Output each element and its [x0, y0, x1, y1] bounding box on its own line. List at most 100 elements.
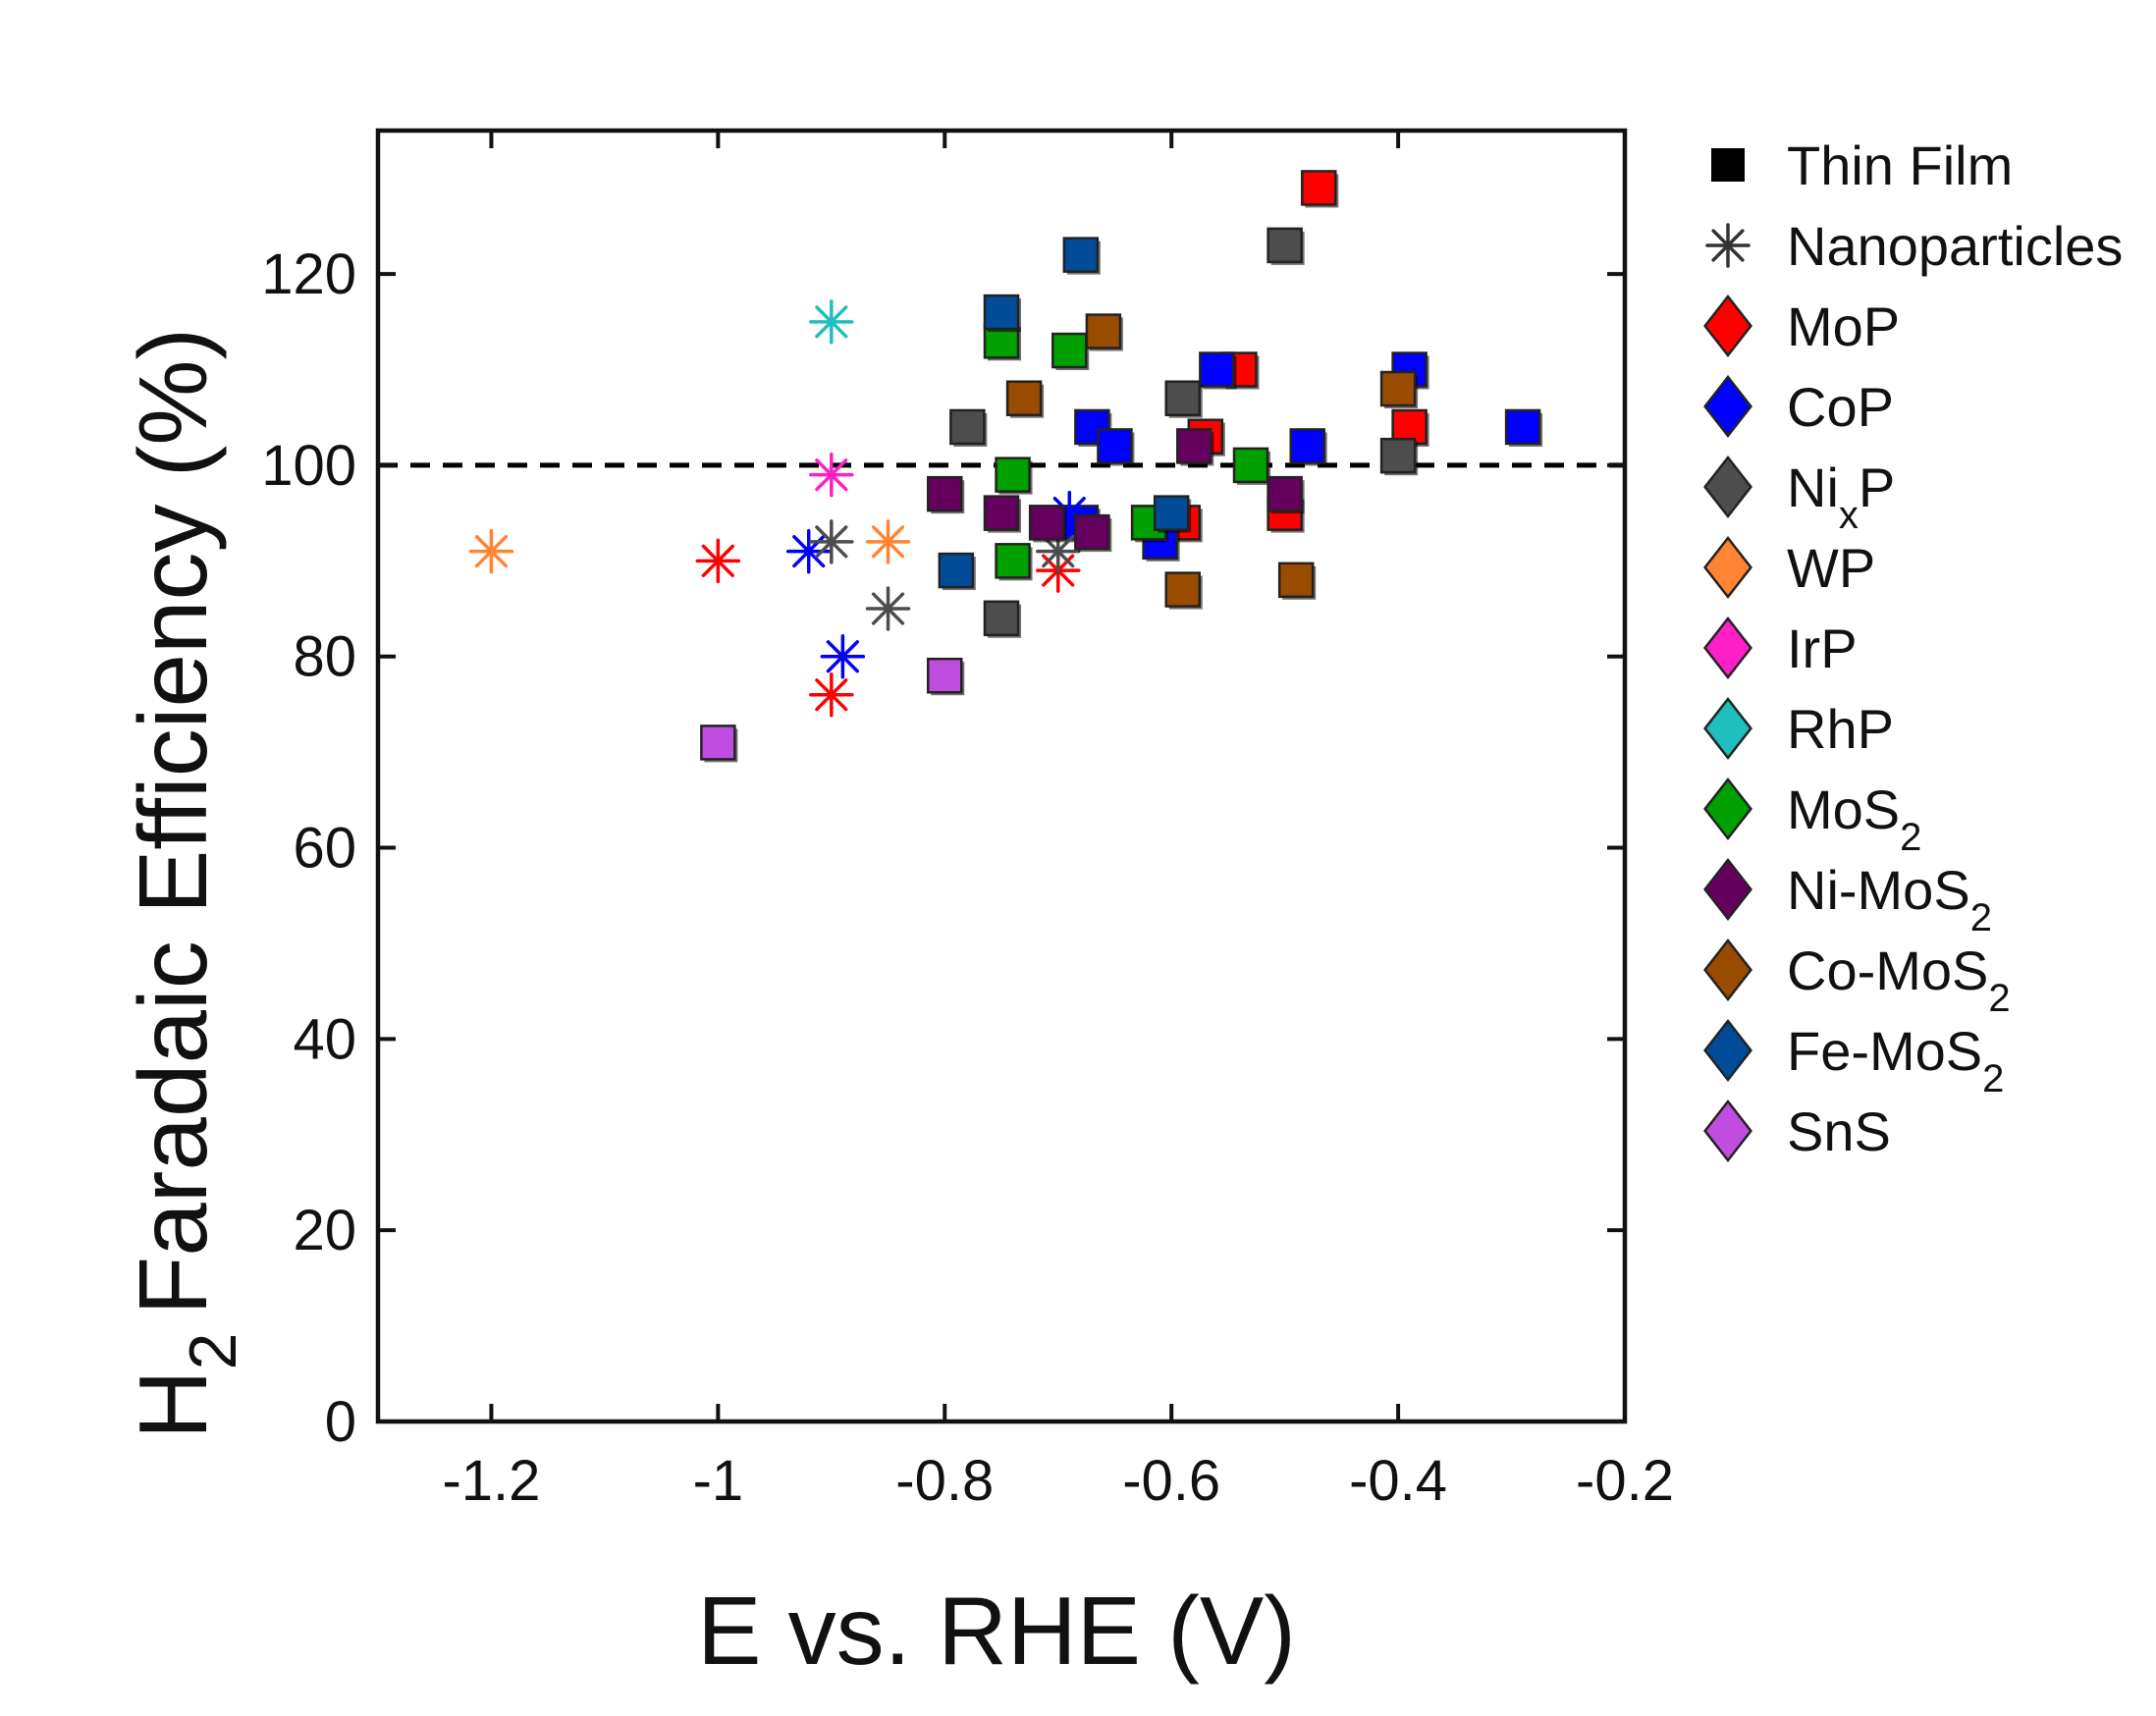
point-ni-mos2-thin-film	[1176, 428, 1214, 466]
legend-label-sub: 2	[1988, 977, 2010, 1020]
point-fe-mos2-thin-film	[938, 552, 976, 591]
x-tick-label: -0.2	[1576, 1449, 1674, 1513]
legend: Thin FilmNanoparticlesMoPCoPNixPWPIrPRhP…	[1703, 134, 2123, 1163]
point-ni-mos2-thin-film	[927, 475, 965, 514]
legend-label: MoS2	[1787, 778, 1921, 859]
y-tick-label: 0	[325, 1390, 356, 1454]
y-tick-label: 40	[293, 1007, 356, 1071]
legend-label-main: Ni-MoS	[1787, 859, 1970, 921]
legend-asterisk-icon	[1705, 223, 1751, 268]
point-co-mos2-thin-film	[1085, 313, 1123, 351]
point-ni-mos2-thin-film	[1267, 475, 1305, 514]
legend-label: Ni-MoS2	[1787, 859, 1992, 939]
point-nixp-thin-film	[1379, 437, 1419, 476]
legend-label: WP	[1787, 537, 1875, 599]
legend-diamond-icon	[1703, 777, 1752, 841]
point-cop-thin-film	[1199, 351, 1237, 390]
y-tick-label: 100	[261, 434, 356, 498]
point-ni-mos2-thin-film	[983, 495, 1021, 533]
legend-label: MoP	[1787, 295, 1900, 357]
legend-label-rest: P	[1859, 456, 1895, 518]
legend-label-main: Ni	[1787, 456, 1839, 518]
point-nixp-nanoparticle	[1035, 528, 1081, 574]
legend-diamond-icon	[1703, 696, 1752, 761]
point-nixp-thin-film	[1267, 227, 1305, 265]
point-mop-nanoparticle	[695, 538, 741, 584]
point-rhp-nanoparticle	[809, 299, 854, 345]
legend-label-main: CoP	[1787, 376, 1894, 438]
point-wp-nanoparticle	[468, 528, 514, 574]
point-mop-nanoparticle	[809, 671, 854, 718]
y-tick-label: 20	[293, 1199, 356, 1262]
legend-label-main: SnS	[1787, 1100, 1891, 1162]
legend-diamond-icon	[1703, 294, 1752, 358]
legend-label: Thin Film	[1787, 134, 2013, 196]
point-sns-thin-film	[927, 657, 965, 696]
point-irp-nanoparticle	[809, 452, 854, 498]
y-axis-title-sub: 2	[176, 1333, 250, 1370]
ticks: -1.2 -1 -0.8 -0.6 -0.4 -0.2 0 20 40 60 80 100 120	[261, 131, 1674, 1513]
svg-text:H2Faradaic Efficiency (%): H2 Faradaic Efficiency (%)	[119, 328, 250, 1439]
legend-diamond-icon	[1703, 938, 1752, 1002]
x-tick-label: -1.2	[442, 1449, 540, 1513]
point-cop-nanoparticle	[820, 633, 866, 679]
x-tick-label: -0.4	[1349, 1449, 1447, 1513]
legend-diamond-icon	[1703, 455, 1752, 519]
point-wp-nanoparticle	[865, 519, 911, 564]
legend-label: SnS	[1787, 1100, 1891, 1162]
plot-frame	[375, 128, 1628, 1424]
x-axis-title: E vs. RHE (V)	[697, 1577, 1296, 1685]
point-sns-thin-film	[700, 724, 738, 763]
point-cop-thin-film	[1097, 428, 1135, 466]
legend-label-main: MoP	[1787, 295, 1900, 357]
legend-label: Co-MoS2	[1787, 939, 2011, 1020]
legend-label-sub: 2	[1970, 896, 1992, 939]
point-fe-mos2-thin-film	[1062, 237, 1101, 275]
legend-label-sub: x	[1839, 494, 1859, 537]
legend-diamond-icon	[1703, 857, 1752, 922]
point-nixp-thin-film	[949, 408, 988, 447]
axes	[375, 128, 1628, 1424]
y-axis-title-main: H	[119, 1369, 227, 1439]
point-mos2-thin-film	[1051, 332, 1090, 371]
y-tick-label: 120	[261, 242, 356, 306]
point-mos2-thin-film	[1232, 447, 1270, 485]
point-co-mos2-thin-film	[1379, 370, 1419, 408]
legend-label: Nanoparticles	[1787, 215, 2123, 277]
legend-diamond-icon	[1703, 616, 1752, 680]
point-fe-mos2-thin-film	[1153, 495, 1192, 533]
y-tick-label: 60	[293, 817, 356, 881]
legend-label: IrP	[1787, 617, 1858, 679]
point-co-mos2-thin-film	[1164, 571, 1203, 610]
legend-label: NixP	[1787, 456, 1895, 537]
legend-diamond-icon	[1703, 1018, 1752, 1083]
legend-diamond-icon	[1703, 535, 1752, 600]
legend-label-main: Co-MoS	[1787, 939, 1988, 1001]
y-tick-label: 80	[293, 625, 356, 689]
point-nixp-nanoparticle	[809, 519, 854, 564]
legend-label-main: IrP	[1787, 617, 1858, 679]
point-nixp-nanoparticle	[865, 586, 911, 631]
point-ni-mos2-thin-film	[1028, 505, 1067, 543]
point-nixp-thin-film	[1164, 380, 1203, 418]
point-cop-thin-film	[1289, 428, 1327, 466]
y-axis-title-rest: Faradaic Efficiency (%)	[119, 328, 227, 1315]
point-fe-mos2-thin-film	[983, 294, 1021, 333]
data-points	[468, 170, 1543, 763]
point-co-mos2-thin-film	[1277, 562, 1317, 600]
point-cop-thin-film	[1504, 408, 1543, 447]
point-nixp-thin-film	[983, 600, 1021, 638]
legend-label-main: Fe-MoS	[1787, 1020, 1982, 1082]
legend-diamond-icon	[1703, 1099, 1752, 1163]
legend-square-icon	[1711, 148, 1745, 182]
x-tick-label: -1	[693, 1449, 744, 1513]
legend-label-sub: 2	[1982, 1057, 2004, 1100]
x-tick-label: -0.6	[1122, 1449, 1220, 1513]
legend-label: Fe-MoS2	[1787, 1020, 2004, 1100]
legend-label-main: MoS	[1787, 778, 1900, 840]
point-ni-mos2-thin-film	[1074, 513, 1112, 553]
point-mop-thin-film	[1301, 170, 1339, 208]
point-mos2-thin-film	[995, 543, 1033, 581]
legend-label-main: WP	[1787, 537, 1875, 599]
